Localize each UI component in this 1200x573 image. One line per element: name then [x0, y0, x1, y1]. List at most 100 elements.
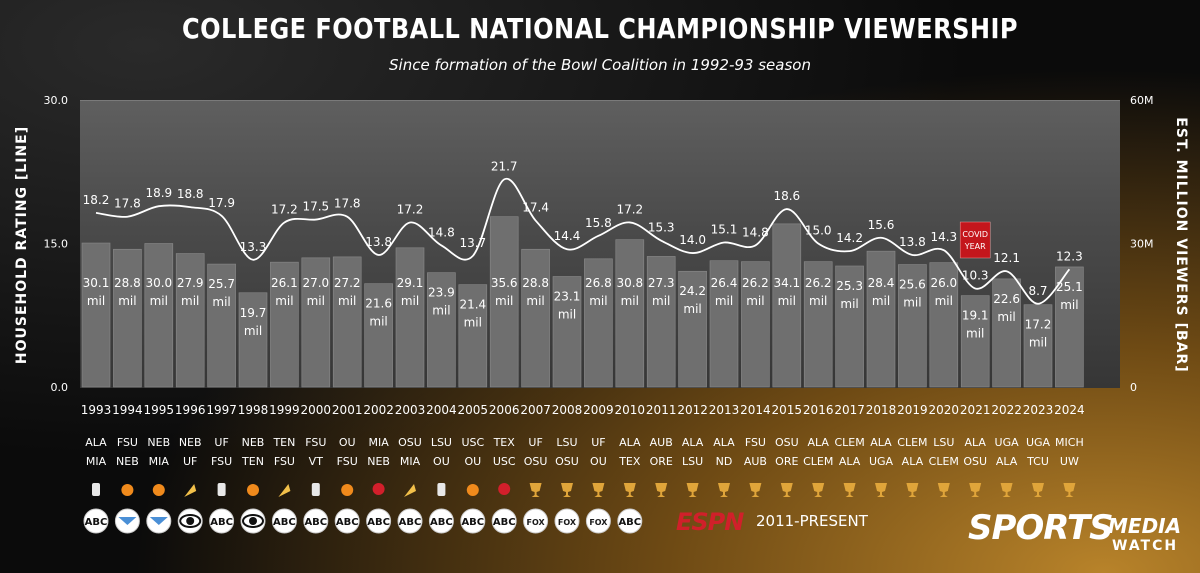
viewership-bar — [960, 295, 990, 388]
viewership-bar — [332, 256, 362, 388]
bar-value-label: 30.0 — [145, 276, 172, 290]
nbc-peacock-icon — [118, 517, 137, 525]
matchup-team-1: LSU — [431, 436, 452, 449]
matchup-team-1: AUB — [650, 436, 673, 449]
bar-value-label: 19.1 — [962, 309, 989, 323]
abc-logo-text: ABC — [367, 517, 390, 528]
right-axis-tick-label: 0 — [1130, 381, 1137, 394]
trophy-icon — [623, 483, 636, 497]
trophy-icon — [529, 483, 542, 497]
x-axis-year-label: 2018 — [866, 403, 897, 417]
rating-value-label: 15.3 — [648, 221, 675, 235]
rose-icon — [498, 483, 511, 495]
matchup-team-2: NEB — [367, 455, 390, 468]
fox-logo-icon — [523, 508, 549, 534]
bar-unit-label: mil — [526, 294, 544, 308]
trophy-icon — [843, 483, 856, 497]
abc-logo-icon — [83, 508, 109, 534]
x-axis-year-label: 2006 — [489, 403, 520, 417]
viewership-bar — [741, 261, 770, 388]
matchup-team-2: MIA — [86, 455, 107, 468]
bar-unit-label: mil — [275, 294, 293, 308]
bar-value-label: 29.1 — [397, 276, 424, 290]
matchup-team-1: UF — [214, 436, 228, 449]
matchup-team-2: FSU — [337, 455, 358, 468]
abc-logo-text: ABC — [336, 517, 359, 528]
trophy-icon — [749, 483, 762, 497]
brand-logo-sports: SPORTS — [968, 508, 1114, 548]
matchup-team-2: OU — [433, 455, 450, 468]
matchup-team-2: NEB — [116, 455, 139, 468]
abc-logo-text: ABC — [273, 517, 296, 528]
bar-unit-label: mil — [621, 294, 639, 308]
trophy-icon — [812, 483, 825, 497]
rating-value-label: 17.2 — [616, 202, 643, 216]
matchup-team-1: LSU — [933, 436, 954, 449]
matchup-team-2: OSU — [555, 455, 579, 468]
bar-unit-label: mil — [212, 295, 230, 309]
viewership-bar — [803, 261, 833, 388]
matchup-team-1: CLEM — [897, 436, 927, 449]
bar-unit-label: mil — [369, 315, 387, 329]
bar-value-label: 25.3 — [836, 279, 863, 293]
bar-unit-label: mil — [935, 294, 953, 308]
matchup-team-1: MIA — [368, 436, 389, 449]
rose-icon — [372, 483, 385, 495]
rating-value-label: 14.8 — [742, 225, 769, 239]
matchup-team-2: ALA — [839, 455, 861, 468]
rating-value-label: 12.3 — [1056, 249, 1083, 263]
matchup-team-1: ALA — [682, 436, 704, 449]
x-axis-year-label: 2010 — [615, 403, 646, 417]
matchup-team-1: MICH — [1055, 436, 1084, 449]
matchup-team-1: FSU — [117, 436, 138, 449]
bar-unit-label: mil — [652, 294, 670, 308]
trophy-icon — [655, 483, 668, 497]
viewership-bar — [929, 262, 959, 388]
viewership-bar — [207, 263, 236, 388]
matchup-team-2: TEN — [241, 455, 264, 468]
chart-subtitle: Since formation of the Bowl Coalition in… — [389, 56, 811, 74]
bar-unit-label: mil — [809, 294, 827, 308]
matchup-team-2: ND — [716, 455, 733, 468]
matchup-team-1: UGA — [995, 436, 1020, 449]
bar-unit-label: mil — [840, 297, 858, 311]
cbs-eye-icon — [242, 514, 264, 528]
trophy-icon — [1032, 483, 1044, 497]
bar-value-label: 23.9 — [428, 286, 455, 300]
viewership-bar — [992, 278, 1021, 388]
matchup-team-2: TEX — [618, 455, 641, 468]
rating-value-label: 18.6 — [773, 189, 800, 203]
rating-value-label: 17.5 — [302, 200, 329, 214]
matchup-team-1: OU — [339, 436, 356, 449]
rating-value-label: 21.7 — [491, 159, 518, 173]
cbs-eye-pupil-icon — [249, 517, 257, 525]
viewership-bar — [835, 265, 864, 388]
sugar-shaker-icon — [311, 483, 320, 496]
matchup-team-2: CLEM — [803, 455, 833, 468]
brand-logo-media: MEDIA — [1108, 514, 1182, 538]
x-axis-year-label: 1997 — [206, 403, 237, 417]
matchup-team-1: LSU — [556, 436, 577, 449]
matchup-team-1: TEX — [493, 436, 516, 449]
matchup-team-1: ALA — [807, 436, 829, 449]
bar-unit-label: mil — [558, 308, 576, 322]
trophy-icon — [969, 483, 982, 497]
left-axis-tick-label: 30.0 — [44, 94, 69, 107]
trophy-icon — [686, 483, 699, 497]
x-axis-year-label: 2008 — [552, 403, 583, 417]
matchup-team-2: FSU — [274, 455, 295, 468]
matchup-team-1: UGA — [1026, 436, 1051, 449]
viewership-bar — [866, 250, 896, 388]
bar-unit-label: mil — [683, 302, 701, 316]
matchup-team-1: ALA — [85, 436, 107, 449]
x-axis-year-label: 2020 — [929, 403, 960, 417]
abc-logo-text: ABC — [399, 517, 422, 528]
bar-value-label: 34.1 — [773, 276, 800, 290]
viewership-bar — [427, 272, 456, 388]
bar-value-label: 21.4 — [459, 298, 486, 312]
bar-value-label: 26.0 — [930, 276, 957, 290]
rating-value-label: 15.0 — [805, 224, 832, 238]
bar-unit-label: mil — [1060, 298, 1078, 312]
bar-unit-label: mil — [872, 294, 890, 308]
